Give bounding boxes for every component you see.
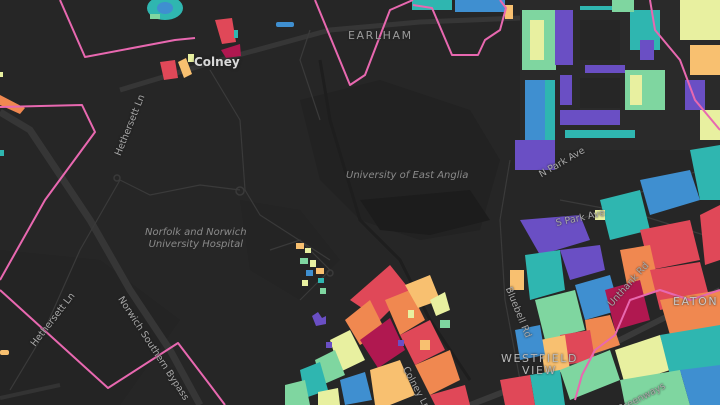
lake: [360, 190, 490, 235]
ward-boundary: [59, 0, 196, 58]
cluster-colney-ln: [285, 265, 470, 405]
cluster-hospital-east: [296, 243, 326, 326]
bypass-road: [0, 108, 204, 405]
cluster-northwest: [0, 0, 294, 355]
